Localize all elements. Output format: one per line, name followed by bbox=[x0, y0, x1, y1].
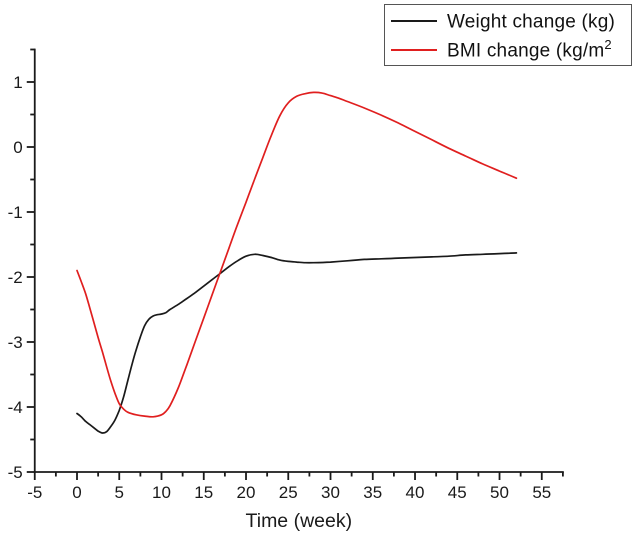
x-tick-label: 20 bbox=[237, 483, 256, 502]
series-bmi-line bbox=[76, 91, 518, 418]
legend-item-bmi: BMI change (kg/m2 bbox=[391, 37, 631, 63]
bmi-line-sample bbox=[391, 48, 437, 51]
x-tick-label: 35 bbox=[363, 483, 382, 502]
x-tick-label: 40 bbox=[406, 483, 425, 502]
x-tick-label: 15 bbox=[194, 483, 213, 502]
legend-label-bmi: BMI change (kg/m2 bbox=[447, 36, 612, 62]
legend: Weight change (kg) BMI change (kg/m2 bbox=[384, 4, 632, 66]
y-tick-label: 1 bbox=[13, 73, 22, 92]
x-tick-label: 50 bbox=[490, 483, 509, 502]
x-tick-label: 55 bbox=[532, 483, 551, 502]
y-tick-label: -3 bbox=[8, 333, 23, 352]
x-tick-label: -5 bbox=[27, 483, 42, 502]
x-tick-label: 5 bbox=[115, 483, 124, 502]
x-tick-label: 0 bbox=[72, 483, 81, 502]
legend-label-weight: Weight change (kg) bbox=[447, 11, 616, 33]
weight-line-sample bbox=[391, 19, 437, 22]
y-tick-label: -1 bbox=[8, 203, 23, 222]
y-tick-label: -4 bbox=[8, 398, 23, 417]
y-tick-label: -5 bbox=[8, 463, 23, 482]
x-tick-label: 25 bbox=[279, 483, 298, 502]
series-weight-line bbox=[76, 252, 518, 434]
y-tick-label: 0 bbox=[13, 138, 22, 157]
x-tick-label: 30 bbox=[321, 483, 340, 502]
x-tick-label: 10 bbox=[152, 483, 171, 502]
legend-item-weight: Weight change (kg) bbox=[391, 8, 631, 34]
y-tick-label: -2 bbox=[8, 268, 23, 287]
x-axis-title: Time (week) bbox=[246, 510, 353, 532]
x-tick-label: 45 bbox=[448, 483, 467, 502]
